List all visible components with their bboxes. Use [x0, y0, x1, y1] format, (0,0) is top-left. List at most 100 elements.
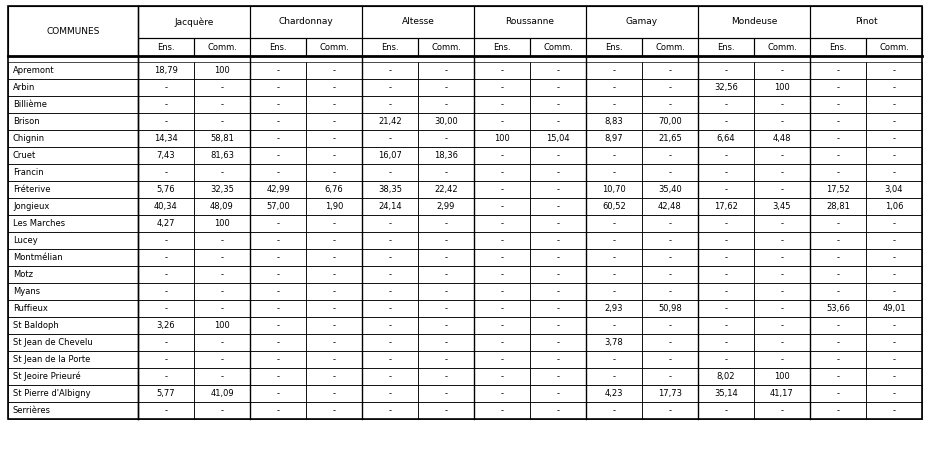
Bar [306, 334, 362, 351]
Text: -: - [836, 372, 840, 381]
Bar [250, 181, 306, 198]
Text: -: - [164, 83, 168, 92]
Text: -: - [893, 66, 895, 75]
Text: -: - [276, 406, 280, 415]
Bar [474, 249, 530, 266]
Text: -: - [333, 219, 336, 228]
Text: -: - [276, 66, 280, 75]
Text: 41,17: 41,17 [770, 389, 794, 398]
Text: -: - [668, 270, 671, 279]
Bar [586, 79, 642, 96]
Bar [586, 96, 642, 113]
Text: -: - [725, 100, 728, 109]
Bar [810, 249, 866, 266]
Text: 1,90: 1,90 [324, 202, 343, 211]
Text: -: - [445, 287, 448, 296]
Text: -: - [501, 253, 503, 262]
Text: -: - [164, 236, 168, 245]
Bar [810, 147, 866, 164]
Bar [194, 215, 250, 232]
Text: -: - [388, 168, 391, 177]
Text: 32,56: 32,56 [714, 83, 738, 92]
Text: -: - [836, 389, 840, 398]
Bar [250, 215, 306, 232]
Bar [866, 283, 922, 300]
Bar [698, 62, 754, 79]
Bar [8, 62, 138, 79]
Bar [698, 181, 754, 198]
Text: -: - [445, 100, 448, 109]
Text: -: - [668, 372, 671, 381]
Bar [138, 62, 194, 79]
Text: 18,79: 18,79 [154, 66, 178, 75]
Bar [194, 130, 250, 147]
Bar [530, 283, 586, 300]
Bar [474, 96, 530, 113]
Bar [866, 215, 922, 232]
Text: Fréterive: Fréterive [13, 185, 50, 194]
Bar [194, 198, 250, 215]
Text: -: - [836, 270, 840, 279]
Bar [530, 266, 586, 283]
Bar [306, 62, 362, 79]
Text: Comm.: Comm. [879, 43, 909, 52]
Bar [138, 130, 194, 147]
Text: Ens.: Ens. [158, 43, 175, 52]
Text: -: - [781, 287, 783, 296]
Bar [138, 147, 194, 164]
Bar [194, 147, 250, 164]
Text: -: - [836, 287, 840, 296]
Bar [8, 317, 138, 334]
Text: Ens.: Ens. [381, 43, 399, 52]
Text: -: - [501, 338, 503, 347]
Bar [754, 96, 810, 113]
Text: -: - [333, 355, 336, 364]
Text: 8,83: 8,83 [604, 117, 623, 126]
Bar [194, 113, 250, 130]
Bar [866, 249, 922, 266]
Text: -: - [725, 219, 728, 228]
Text: -: - [276, 253, 280, 262]
Bar [586, 198, 642, 215]
Text: 35,40: 35,40 [658, 185, 682, 194]
Bar [642, 79, 698, 96]
Bar [138, 402, 194, 419]
Bar [754, 402, 810, 419]
Text: 6,64: 6,64 [717, 134, 735, 143]
Bar [810, 164, 866, 181]
Text: Ens.: Ens. [493, 43, 511, 52]
Text: -: - [333, 66, 336, 75]
Text: -: - [388, 287, 391, 296]
Text: 24,14: 24,14 [378, 202, 401, 211]
Text: 28,81: 28,81 [826, 202, 850, 211]
Text: -: - [388, 83, 391, 92]
Bar [418, 266, 474, 283]
Bar [418, 385, 474, 402]
Text: -: - [668, 355, 671, 364]
Text: -: - [501, 100, 503, 109]
Text: Brison: Brison [13, 117, 40, 126]
Bar [418, 38, 474, 56]
Bar [138, 249, 194, 266]
Text: 14,34: 14,34 [154, 134, 178, 143]
Text: -: - [836, 338, 840, 347]
Bar [306, 385, 362, 402]
Bar [754, 113, 810, 130]
Text: -: - [725, 236, 728, 245]
Bar [530, 215, 586, 232]
Bar [250, 249, 306, 266]
Bar [642, 368, 698, 385]
Bar [698, 130, 754, 147]
Bar [698, 38, 754, 56]
Bar [866, 164, 922, 181]
Text: Motz: Motz [13, 270, 33, 279]
Text: -: - [725, 287, 728, 296]
Text: -: - [501, 355, 503, 364]
Bar [194, 368, 250, 385]
Text: -: - [276, 168, 280, 177]
Text: -: - [893, 287, 895, 296]
Bar [866, 96, 922, 113]
Text: 32,35: 32,35 [210, 185, 234, 194]
Text: Lucey: Lucey [13, 236, 38, 245]
Text: -: - [445, 168, 448, 177]
